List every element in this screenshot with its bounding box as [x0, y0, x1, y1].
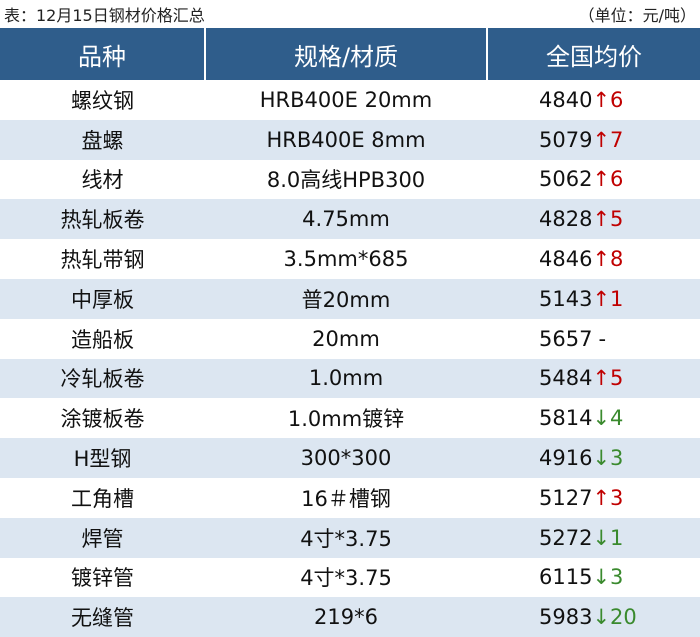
- price: 5143: [539, 286, 593, 311]
- price: 5272: [539, 525, 593, 550]
- table-row: 镀锌管 4寸*3.75 6115↓3: [0, 558, 700, 598]
- price-cell: 4828↑5: [487, 199, 700, 240]
- price-change: ↓20: [592, 605, 637, 630]
- variety-cell: H型钢: [0, 438, 205, 478]
- variety-cell: 螺纹钢: [71, 88, 134, 113]
- price: 5127: [539, 485, 593, 510]
- price-cell: 5983↓20: [487, 597, 700, 637]
- price-cell: 4846↑8: [487, 239, 700, 279]
- price-change: -: [598, 326, 607, 351]
- price: 5079: [539, 127, 593, 152]
- header-cell: 品种: [0, 28, 205, 80]
- price-change: ↑6: [592, 167, 624, 192]
- variety-cell: 热轧带钢: [60, 248, 145, 273]
- price-change: ↓1: [592, 525, 624, 550]
- price: 5484: [539, 366, 593, 391]
- caption-title: 表：12月15日钢材价格汇总: [4, 6, 205, 25]
- variety-cell: 造船板: [71, 327, 134, 352]
- spec-cell: 普20mm: [205, 278, 487, 319]
- price: 5814: [539, 406, 593, 431]
- price-cell: 5127↑3: [487, 478, 700, 518]
- table-row: 涂镀板卷 1.0mm镀锌 5814↓4: [0, 398, 700, 438]
- variety-cell: 冷轧板卷: [0, 358, 205, 399]
- spec-cell: 1.0mm镀锌: [287, 407, 405, 432]
- price: 5062: [539, 167, 593, 192]
- price-cell: 5079↑7: [487, 119, 700, 160]
- spec-cell: 20mm: [312, 326, 380, 351]
- price-cell: 5062↑6: [487, 160, 700, 200]
- spec-cell: 4寸*3.75: [205, 517, 487, 558]
- header-cell: 全国均价: [486, 28, 700, 80]
- table-row: 焊管 4寸*3.75 5272↓1: [0, 517, 700, 558]
- price: 5657: [539, 326, 593, 351]
- table-row: 热轧板卷 4.75mm 4828↑5: [0, 199, 700, 240]
- variety-cell: 线材: [81, 168, 124, 193]
- price-change: ↑5: [592, 207, 624, 232]
- header-cell: 规格/材质: [204, 28, 487, 80]
- price: 5983: [539, 605, 593, 630]
- spec-cell: 3.5mm*685: [283, 247, 409, 272]
- table-row: 无缝管 219*6 5983↓20: [0, 597, 700, 637]
- table-row: H型钢 300*300 4916↓3: [0, 438, 700, 478]
- spec-cell: 4.75mm: [205, 199, 487, 240]
- price: 4840: [539, 87, 593, 112]
- price: 4846: [539, 247, 593, 272]
- price-change: ↓3: [592, 565, 624, 590]
- spec-cell: 8.0高线HPB300: [266, 168, 426, 193]
- price-cell: 5814↓4: [487, 398, 700, 438]
- price-change: ↓4: [592, 406, 624, 431]
- spec-cell: 300*300: [205, 438, 487, 478]
- variety-cell: 焊管: [0, 517, 205, 558]
- price-cell: 4916↓3: [487, 438, 700, 478]
- spec-cell: 4寸*3.75: [300, 566, 392, 591]
- caption-unit: （单位：元/吨）: [578, 6, 696, 25]
- table-row: 螺纹钢 HRB400E 20mm 4840↑6: [0, 80, 700, 120]
- price: 4916: [539, 446, 593, 471]
- header-row: 品种 规格/材质 全国均价: [0, 28, 700, 80]
- table-row: 工角槽 16＃槽钢 5127↑3: [0, 478, 700, 518]
- price-cell: 4840↑6: [487, 80, 700, 120]
- price-change: ↑7: [592, 127, 624, 152]
- variety-cell: 涂镀板卷: [60, 407, 145, 432]
- price-cell: 5143↑1: [487, 278, 700, 319]
- variety-cell: 盘螺: [0, 119, 205, 160]
- spec-cell: 1.0mm: [205, 358, 487, 399]
- variety-cell: 热轧板卷: [0, 199, 205, 240]
- table-row: 盘螺 HRB400E 8mm 5079↑7: [0, 119, 700, 160]
- price-cell: 5484↑5: [487, 358, 700, 399]
- variety-cell: 工角槽: [71, 486, 134, 511]
- variety-cell: 镀锌管: [71, 566, 134, 591]
- spec-cell: 16＃槽钢: [301, 486, 391, 511]
- variety-cell: 无缝管: [0, 597, 205, 637]
- table-row: 造船板 20mm 5657-: [0, 319, 700, 359]
- table-row: 冷轧板卷 1.0mm 5484↑5: [0, 358, 700, 399]
- spec-cell: HRB400E 20mm: [259, 87, 433, 112]
- caption: 表：12月15日钢材价格汇总 （单位：元/吨）: [0, 0, 700, 28]
- price-cell: 5272↓1: [487, 517, 700, 558]
- price-change: ↑6: [592, 87, 624, 112]
- price-change: ↑3: [592, 485, 624, 510]
- price-change: ↓3: [592, 446, 624, 471]
- price-cell: 6115↓3: [487, 558, 700, 598]
- spec-cell: 219*6: [205, 597, 487, 637]
- variety-cell: 中厚板: [0, 278, 205, 319]
- table-row: 线材 8.0高线HPB300 5062↑6: [0, 160, 700, 200]
- price: 6115: [539, 565, 593, 590]
- price-change: ↑1: [592, 286, 624, 311]
- price-table: 品种 规格/材质 全国均价 螺纹钢 HRB400E 20mm 4840↑6 盘螺 HRB40…: [0, 28, 700, 637]
- table-row: 热轧带钢 3.5mm*685 4846↑8: [0, 239, 700, 279]
- table-body: 螺纹钢 HRB400E 20mm 4840↑6 盘螺 HRB400E 8mm 5079↑7…: [0, 80, 700, 637]
- price-change: ↑8: [592, 247, 624, 272]
- price-change: ↑5: [592, 366, 624, 391]
- spec-cell: HRB400E 8mm: [205, 119, 487, 160]
- price: 4828: [539, 207, 593, 232]
- table-row: 中厚板 普20mm 5143↑1: [0, 278, 700, 319]
- price-cell: 5657-: [487, 319, 700, 359]
